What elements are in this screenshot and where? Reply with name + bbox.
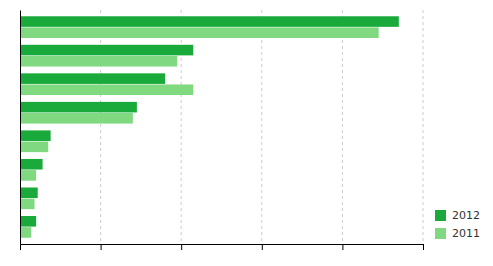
tick xyxy=(423,244,424,250)
legend-item: 2011 xyxy=(435,227,480,240)
bar xyxy=(20,130,51,141)
grid-line xyxy=(261,10,262,244)
tick xyxy=(181,244,182,250)
bar xyxy=(20,113,133,124)
tick-mark xyxy=(342,244,343,250)
legend-swatch xyxy=(435,210,446,221)
grid-line xyxy=(342,10,343,244)
legend-label: 2011 xyxy=(452,227,480,240)
bar xyxy=(20,187,38,198)
bar xyxy=(20,73,165,84)
chart: 2012 2011 xyxy=(0,0,493,266)
bar xyxy=(20,216,36,227)
bar xyxy=(20,84,193,95)
legend: 2012 2011 xyxy=(435,209,480,240)
bar xyxy=(20,102,137,113)
bar xyxy=(20,56,177,67)
tick xyxy=(262,244,263,250)
tick xyxy=(101,244,102,250)
axis-line xyxy=(21,245,424,251)
y-axis xyxy=(20,11,21,245)
bar xyxy=(20,16,399,27)
plot: 2012 2011 xyxy=(20,10,480,250)
bar xyxy=(20,159,43,170)
grid-line xyxy=(423,10,424,244)
legend-label: 2012 xyxy=(452,209,480,222)
bar xyxy=(20,170,36,181)
bar xyxy=(20,142,48,153)
tick-mark xyxy=(101,244,102,250)
bar xyxy=(20,227,31,238)
bar xyxy=(20,45,193,56)
axis-line xyxy=(20,11,21,245)
tick-mark xyxy=(181,244,182,250)
bar xyxy=(20,199,35,210)
x-axis xyxy=(21,244,424,250)
tick xyxy=(342,244,343,250)
tick-mark xyxy=(423,244,424,250)
tick-mark xyxy=(262,244,263,250)
legend-swatch xyxy=(435,228,446,239)
legend-item: 2012 xyxy=(435,209,480,222)
bars xyxy=(20,16,399,237)
bar xyxy=(20,27,379,38)
